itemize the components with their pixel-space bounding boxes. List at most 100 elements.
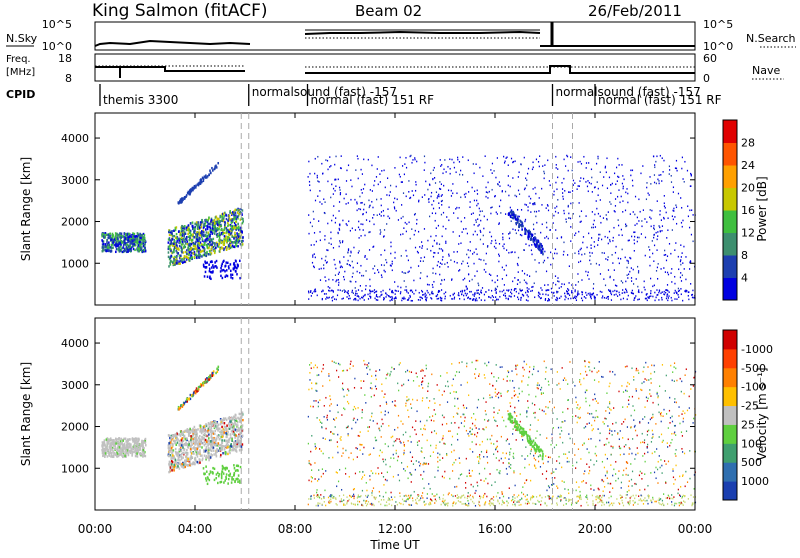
echo-cell <box>178 263 180 265</box>
echo-cell <box>226 238 228 240</box>
echo-cell <box>339 189 340 191</box>
echo-cell <box>517 263 518 265</box>
echo-cell <box>129 238 131 240</box>
echo-cell <box>454 261 455 263</box>
echo-cell <box>541 204 542 206</box>
echo-cell <box>218 228 220 230</box>
echo-cell <box>335 274 336 276</box>
echo-cell <box>176 237 178 239</box>
echo-cell <box>219 444 221 446</box>
freq-trace-1 <box>95 67 245 71</box>
echo-cell <box>171 463 173 465</box>
echo-cell <box>332 279 333 281</box>
echo-cell <box>176 437 178 439</box>
colorbar-segment <box>723 210 737 233</box>
echo-cell <box>180 233 182 235</box>
echo-cell <box>361 290 362 292</box>
echo-cell <box>123 250 125 252</box>
echo-cell <box>460 170 461 172</box>
echo-cell <box>531 286 532 288</box>
echo-cell <box>230 433 232 435</box>
echo-cell <box>193 248 195 250</box>
echo-cell <box>145 444 147 446</box>
echo-cell <box>390 191 391 193</box>
echo-cell <box>420 272 421 274</box>
echo-cell <box>625 223 626 225</box>
echo-cell <box>604 297 605 299</box>
echo-cell <box>597 158 598 160</box>
echo-cell <box>441 183 442 185</box>
echo-cell <box>430 196 431 198</box>
echo-cell <box>591 177 592 179</box>
echo-cell <box>464 299 465 301</box>
echo-cell <box>632 290 633 292</box>
echo-cell <box>453 212 454 214</box>
echo-cell <box>669 243 670 245</box>
echo-cell <box>634 236 635 238</box>
echo-cell <box>308 292 309 294</box>
echo-cell <box>134 239 136 241</box>
echo-cell <box>564 213 565 215</box>
echo-cell <box>373 185 374 187</box>
echo-cell <box>598 237 599 239</box>
echo-cell <box>459 161 460 163</box>
echo-cell <box>590 255 591 257</box>
echo-cell <box>561 286 562 288</box>
echo-cell <box>633 269 634 271</box>
echo-cell <box>608 269 609 271</box>
echo-cell <box>453 294 454 296</box>
echo-cell <box>491 236 492 238</box>
echo-cell <box>191 394 193 396</box>
echo-cell <box>242 209 244 211</box>
echo-cell <box>192 242 194 244</box>
echo-cell <box>314 232 315 234</box>
echo-cell <box>622 234 623 236</box>
echo-cell <box>355 287 356 289</box>
echo-cell <box>242 424 244 426</box>
echo-cell <box>337 232 338 234</box>
echo-cell <box>498 299 499 301</box>
echo-cell <box>485 271 486 273</box>
echo-cell <box>684 181 685 183</box>
echo-cell <box>632 170 633 172</box>
echo-cell <box>170 250 172 252</box>
echo-cell <box>408 222 409 224</box>
echo-cell <box>669 291 670 293</box>
echo-cell <box>402 181 403 183</box>
echo-cell <box>364 256 365 258</box>
echo-cell <box>216 443 218 445</box>
echo-cell <box>327 169 328 171</box>
echo-cell <box>593 292 594 294</box>
echo-cell <box>511 252 512 254</box>
echo-cell <box>107 243 109 245</box>
echo-cell <box>534 236 536 238</box>
echo-cell <box>106 239 108 241</box>
echo-cell <box>213 226 215 228</box>
echo-cell <box>629 271 630 273</box>
echo-cell <box>359 272 360 274</box>
echo-cell <box>498 261 499 263</box>
echo-cell <box>586 294 587 296</box>
freq-label-line1: Freq. <box>6 54 31 65</box>
echo-cell <box>126 446 128 448</box>
echo-cell <box>539 197 540 199</box>
echo-cell <box>183 261 185 263</box>
echo-cell <box>205 271 207 273</box>
echo-cell <box>376 299 377 301</box>
echo-cell <box>495 240 496 242</box>
echo-cell <box>468 249 469 251</box>
echo-cell <box>357 158 358 160</box>
echo-cell <box>657 179 658 181</box>
echo-cell <box>321 268 322 270</box>
echo-cell <box>660 210 661 212</box>
echo-cell <box>489 231 490 233</box>
echo-cell <box>379 296 380 298</box>
echo-cell <box>642 165 643 167</box>
echo-cell <box>117 240 119 242</box>
echo-cell <box>667 229 668 231</box>
echo-cell <box>358 252 359 254</box>
echo-cell <box>557 280 558 282</box>
echo-cell <box>595 226 596 228</box>
echo-cell <box>213 446 215 448</box>
echo-cell <box>520 234 521 236</box>
